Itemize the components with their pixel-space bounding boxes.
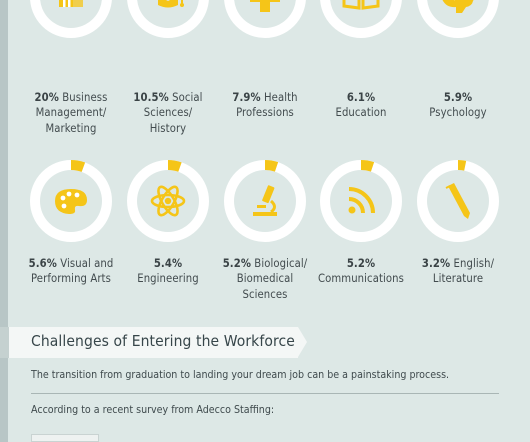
stat-box: [31, 434, 99, 442]
donut-chart: [417, 0, 499, 38]
donut-segment: [127, 160, 209, 242]
donut-segment: [417, 160, 499, 242]
donut-hole: [234, 0, 296, 28]
major-percent: 10.5%: [133, 91, 169, 104]
donut-segment: [224, 160, 306, 242]
donut-hole: [40, 0, 102, 28]
major-label: 10.5% Social Sciences/History: [133, 91, 203, 135]
donut-chart: [224, 160, 306, 242]
major-percent: 5.6%: [28, 257, 57, 270]
medical-cross-icon: [250, 0, 280, 12]
donut-chart: [30, 0, 112, 38]
donut-hole: [427, 0, 489, 28]
section-title: Challenges of Entering the Workforce: [31, 332, 295, 350]
donut-segment: [30, 160, 112, 242]
major-label: 5.2% Communications: [318, 257, 404, 286]
major-percent: 7.9%: [232, 91, 261, 104]
intro-paragraph: The transition from graduation to landin…: [31, 369, 450, 381]
donut-hole: [137, 0, 199, 28]
donut-chart: [417, 160, 499, 242]
donut-chart: [127, 0, 209, 38]
major-percent: 6.1%: [346, 91, 376, 104]
section-banner-arrow: [298, 327, 307, 357]
major-label: 5.4% Engineering: [137, 257, 199, 286]
section-banner: [0, 327, 298, 358]
atom-icon: [150, 185, 186, 217]
major-label: 20% Business Management/Marketing: [34, 91, 108, 135]
building-icon: [59, 0, 83, 7]
donut-chart: [224, 0, 306, 38]
major-label: 5.9% Psychology: [429, 91, 487, 120]
rss-icon: [348, 187, 375, 214]
open-book-icon: [342, 0, 380, 10]
left-edge-strip: [0, 0, 8, 442]
pen-icon: [445, 183, 470, 219]
section-banner-tab: [0, 327, 9, 358]
major-label: 6.1% Education: [335, 91, 387, 120]
brain-icon: [442, 0, 474, 13]
donut-segment: [320, 160, 402, 242]
major-label: 7.9% Health Professions: [232, 91, 298, 120]
donut-chart: [320, 0, 402, 38]
major-label: 5.2% Biological/Biomedical Sciences: [222, 257, 308, 301]
donut-hole: [330, 170, 392, 232]
paint-palette-icon: [55, 189, 87, 214]
divider: [31, 393, 499, 394]
major-percent: 3.2%: [421, 257, 451, 270]
major-percent: 5.4%: [153, 257, 183, 270]
donut-chart: [30, 160, 112, 242]
major-percent: 5.2%: [346, 257, 376, 270]
survey-paragraph: According to a recent survey from Adecco…: [31, 404, 275, 416]
donut-chart: [127, 160, 209, 242]
major-percent: 20%: [34, 91, 59, 104]
major-percent: 5.2%: [222, 257, 252, 270]
microscope-icon: [253, 185, 277, 216]
majors-donut-grid: 20% Business Management/Marketing 10.5% So…: [28, 0, 499, 301]
major-label: 5.6% Visual and Performing Arts: [28, 257, 114, 286]
graduation-cap-icon: [158, 0, 184, 8]
donut-chart: [320, 160, 402, 242]
major-percent: 5.9%: [443, 91, 473, 104]
major-label: 3.2% English/Literature: [421, 257, 495, 286]
